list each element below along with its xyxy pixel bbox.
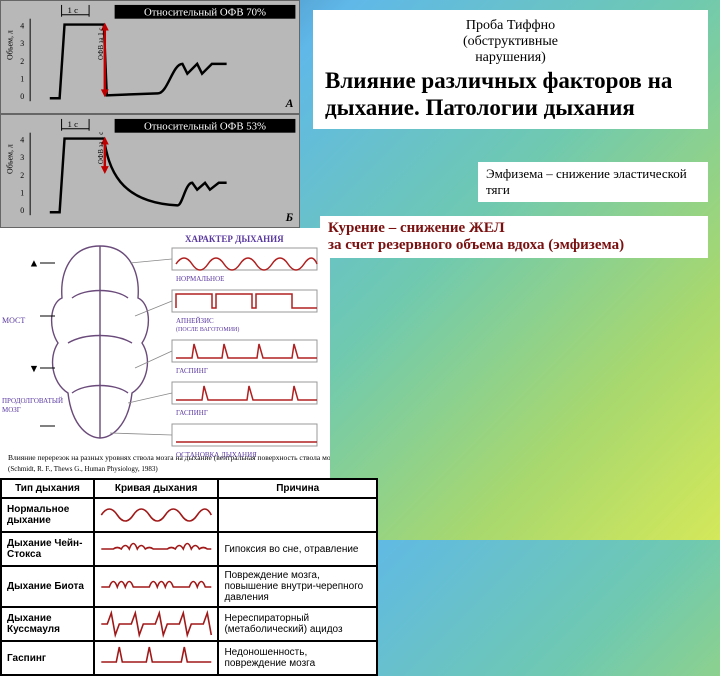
breathing-cause: Недоношенность, повреждение мозга	[218, 641, 377, 675]
svg-text:Объем, л: Объем, л	[5, 144, 14, 174]
svg-text:4: 4	[20, 136, 24, 145]
svg-text:1 с: 1 с	[67, 119, 78, 129]
svg-text:ГАСПИНГ: ГАСПИНГ	[176, 367, 208, 375]
breathing-cause	[218, 498, 377, 532]
breathing-type: Дыхание Биота	[1, 566, 94, 607]
col-cause: Причина	[218, 479, 377, 498]
svg-text:ГАСПИНГ: ГАСПИНГ	[176, 409, 208, 417]
table-row: Дыхание Чейн-Стокса Гипоксия во сне, отра…	[1, 532, 377, 566]
table-row: Дыхание Куссмауля Нереспираторный (метабо…	[1, 607, 377, 641]
svg-text:ХАРАКТЕР ДЫХАНИЯ: ХАРАКТЕР ДЫХАНИЯ	[185, 234, 284, 244]
svg-text:3: 3	[20, 153, 24, 162]
spiro-b-header: Относительный ОФВ 53%	[144, 121, 266, 133]
breathing-type: Дыхание Чейн-Стокса	[1, 532, 94, 566]
svg-text:Объем, л: Объем, л	[5, 30, 14, 60]
title-box: Проба Тиффно (обструктивные нарушения) В…	[313, 10, 708, 129]
breathing-cause: Повреждение мозга, повышение внутри-чере…	[218, 566, 377, 607]
svg-text:(Schmidt, R. F., Thews G., Hum: (Schmidt, R. F., Thews G., Human Physiol…	[8, 465, 158, 473]
table-row: Дыхание Биота Повреждение мозга, повышени…	[1, 566, 377, 607]
svg-text:4: 4	[20, 22, 24, 31]
table-row: Гаспинг Недоношенность, повреждение мозга	[1, 641, 377, 675]
tiffno-caption: Проба Тиффно (обструктивные нарушения)	[325, 18, 696, 66]
col-curve: Кривая дыхания	[94, 479, 219, 498]
svg-text:3: 3	[20, 39, 24, 48]
emphysema-note: Эмфизема – снижение эластической тяги	[478, 162, 708, 202]
svg-text:АПНЕЙЗИС: АПНЕЙЗИС	[176, 317, 214, 325]
svg-text:ОФВ за 1 с: ОФВ за 1 с	[98, 28, 105, 60]
breathing-wave	[94, 498, 219, 532]
svg-text:1: 1	[20, 189, 24, 198]
svg-text:▼: ▼	[30, 364, 38, 373]
svg-text:0: 0	[20, 92, 24, 101]
spiro-a-header: Относительный ОФВ 70%	[144, 7, 266, 19]
svg-text:1 с: 1 с	[67, 5, 78, 15]
spirogram-a: Относительный ОФВ 70% 1 с Объем, л 0 1 2…	[0, 0, 300, 114]
svg-text:МОЗГ: МОЗГ	[2, 406, 21, 414]
svg-text:Влияние перерезок на разных ур: Влияние перерезок на разных уровнях ство…	[8, 453, 330, 462]
svg-text:2: 2	[20, 171, 24, 180]
svg-text:ОФВ за 1 с: ОФВ за 1 с	[98, 132, 105, 164]
col-type: Тип дыхания	[1, 479, 94, 498]
svg-text:▲: ▲	[30, 259, 38, 268]
breathing-cause: Нереспираторный (метаболический) ацидоз	[218, 607, 377, 641]
breathing-cause: Гипоксия во сне, отравление	[218, 532, 377, 566]
brainstem-diagram: ХАРАКТЕР ДЫХАНИЯ ▲ ▼ МОСТ ПРОДОЛГОВАТЫЙ …	[0, 228, 330, 478]
svg-text:А: А	[285, 97, 294, 110]
breathing-wave	[94, 566, 219, 607]
spirogram-b: Относительный ОФВ 53% 1 с Объем, л 0 1 2…	[0, 114, 300, 228]
table-row: Нормальное дыхание	[1, 498, 377, 532]
svg-text:1: 1	[20, 75, 24, 84]
svg-text:ПРОДОЛГОВАТЫЙ: ПРОДОЛГОВАТЫЙ	[2, 397, 63, 405]
svg-text:(ПОСЛЕ ВАГОТОМИИ): (ПОСЛЕ ВАГОТОМИИ)	[176, 326, 239, 333]
main-title: Влияние различных факторов на дыхание. П…	[325, 68, 696, 121]
breathing-wave	[94, 607, 219, 641]
svg-text:0: 0	[20, 206, 24, 215]
svg-text:Б: Б	[285, 211, 294, 224]
svg-text:МОСТ: МОСТ	[2, 316, 25, 325]
breathing-type: Дыхание Куссмауля	[1, 607, 94, 641]
smoking-note: Курение – снижение ЖЕЛза счет резервного…	[320, 216, 708, 258]
breathing-wave	[94, 641, 219, 675]
breathing-table: Тип дыхания Кривая дыхания Причина Норма…	[0, 478, 378, 676]
breathing-type: Нормальное дыхание	[1, 498, 94, 532]
svg-text:2: 2	[20, 57, 24, 66]
breathing-type: Гаспинг	[1, 641, 94, 675]
breathing-wave	[94, 532, 219, 566]
svg-text:НОРМАЛЬНОЕ: НОРМАЛЬНОЕ	[176, 275, 224, 283]
